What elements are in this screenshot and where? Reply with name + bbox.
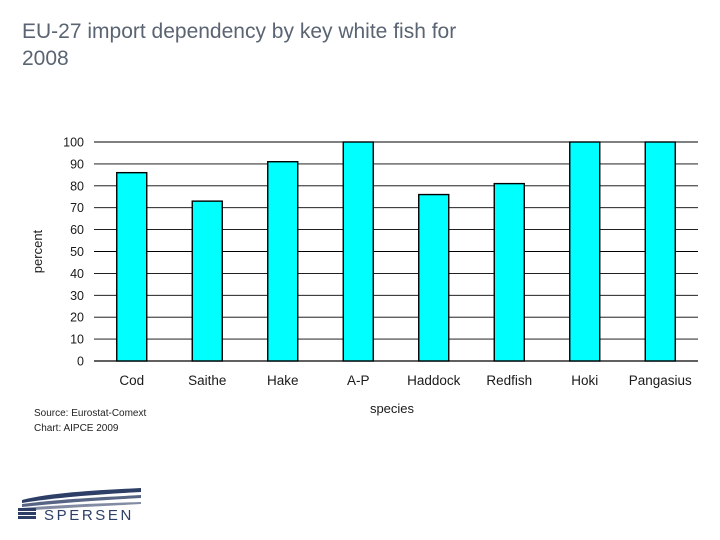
bar-a-p — [342, 141, 374, 362]
slide-title: EU-27 import dependency by key white fis… — [22, 20, 457, 70]
y-tick-label: 90 — [70, 157, 84, 171]
y-tick-label: 70 — [70, 201, 84, 215]
logo-wordmark: SPERSEN — [44, 507, 134, 524]
y-axis-ticks: 0 10 20 30 40 50 60 70 80 90 100 — [63, 136, 84, 369]
y-tick-label: 80 — [70, 179, 84, 193]
y-tick-label: 60 — [70, 223, 84, 237]
espersen-logo-icon — [18, 488, 141, 519]
y-tick-label: 50 — [70, 245, 84, 259]
bar-cod — [116, 171, 148, 362]
x-category-label: Haddock — [407, 373, 461, 388]
source-note: Source: Eurostat-Comext — [34, 408, 147, 419]
bar-haddock — [418, 193, 450, 362]
bar-redfish — [493, 182, 525, 362]
bar-hoki — [569, 141, 601, 362]
x-category-label: Pangasius — [629, 373, 692, 388]
bar-hake — [267, 161, 299, 362]
x-category-label: Hoki — [571, 373, 598, 388]
bar-pangasius — [644, 141, 676, 362]
y-axis-title: percent — [30, 229, 45, 273]
x-category-label: Cod — [119, 373, 144, 388]
x-axis-categories: Cod Saithe Hake A-P Haddock Redfish Hoki Pangas… — [119, 373, 692, 388]
y-tick-label: 30 — [70, 289, 84, 303]
x-axis-title: species — [370, 401, 415, 416]
x-category-label: Redfish — [486, 373, 532, 388]
y-tick-label: 20 — [70, 311, 84, 325]
x-category-label: Saithe — [188, 373, 226, 388]
x-category-label: A-P — [347, 373, 370, 388]
y-tick-label: 40 — [70, 267, 84, 281]
y-tick-label: 0 — [77, 355, 84, 369]
bars — [116, 141, 676, 362]
y-tick-label: 100 — [63, 136, 84, 150]
y-tick-label: 10 — [70, 333, 84, 347]
x-category-label: Hake — [267, 373, 299, 388]
chart-credit-note: Chart: AIPCE 2009 — [34, 423, 119, 434]
bar-saithe — [191, 200, 223, 362]
